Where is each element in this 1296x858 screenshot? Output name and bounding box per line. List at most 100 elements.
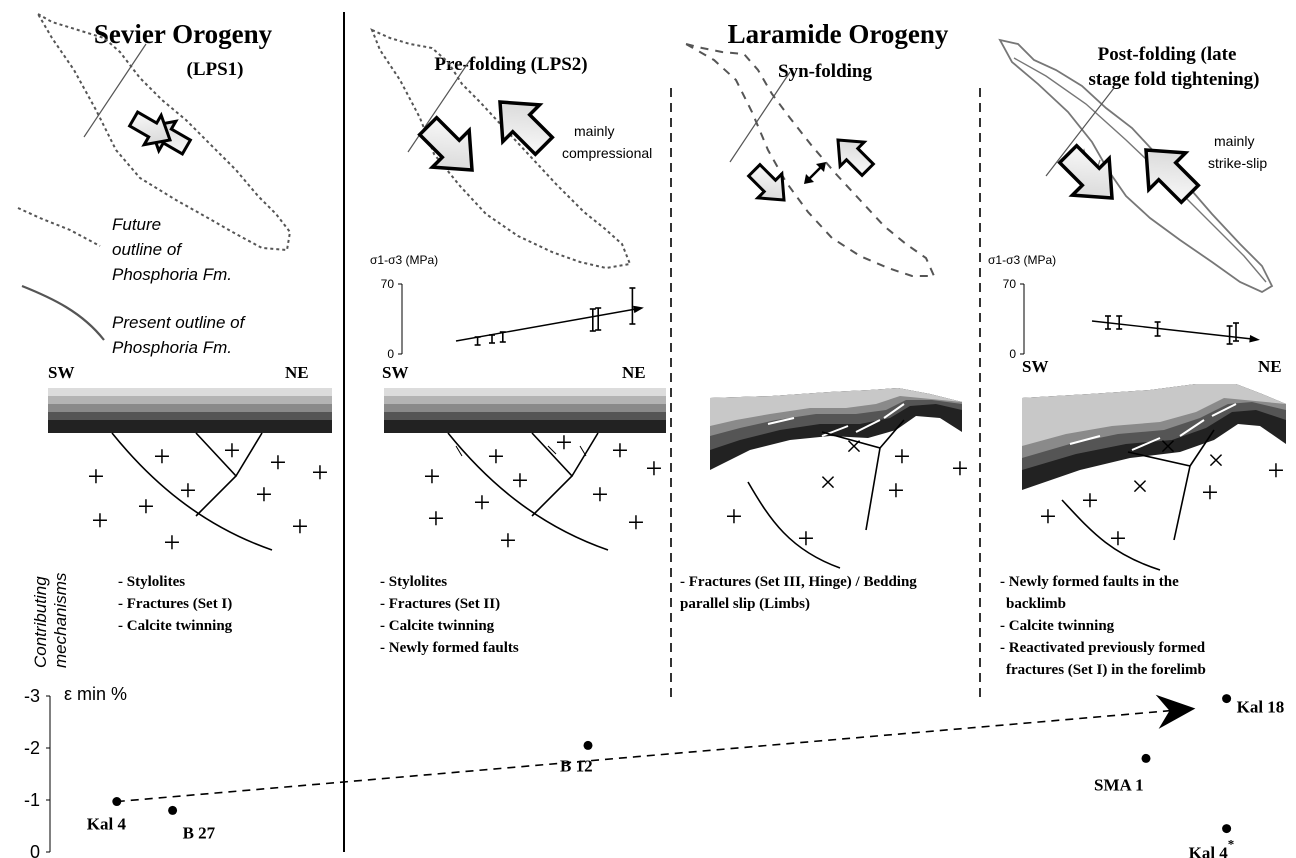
svg-text:+: +	[500, 524, 517, 557]
stress-note: strike-slip	[1208, 155, 1267, 171]
svg-text:+: +	[88, 460, 105, 493]
mechanism-item: - Calcite twinning	[118, 618, 233, 634]
post-map	[998, 38, 1274, 294]
svg-text:+: +	[164, 526, 181, 559]
svg-text:+: +	[488, 440, 505, 473]
minimum-strain-chart: ε min % 0 -1 -2 -3 Kal 4 B 27 B 12 SMA 1 Kal 18 K…	[24, 684, 1284, 858]
svg-text:+: +	[180, 474, 197, 507]
y-tick-label: 0	[387, 347, 394, 361]
extension-arrow-icon	[807, 165, 823, 181]
svg-text:+: +	[1110, 522, 1127, 555]
y-tick-label: 0	[1009, 347, 1016, 361]
stage-label-post-line2: stage fold tightening)	[1089, 69, 1260, 90]
present-outline-label: Present outline of	[112, 313, 247, 332]
syn-fold-section	[710, 388, 962, 569]
trend-arrowhead	[1249, 334, 1260, 343]
compression-arrow-icon	[1125, 129, 1210, 214]
svg-text:+: +	[138, 490, 155, 523]
sample-label: Kal 4	[87, 815, 127, 834]
svg-text:×: ×	[1132, 470, 1149, 503]
y-tick-label: 70	[1003, 277, 1017, 291]
fault-line	[879, 419, 905, 449]
direction-ne: NE	[622, 363, 646, 382]
svg-text:+: +	[628, 506, 645, 539]
mechanism-item: - Fractures (Set I)	[118, 596, 232, 612]
mechanism-item: fractures (Set I) in the forelimb	[1006, 662, 1206, 678]
svg-text:+: +	[256, 478, 273, 511]
svg-text:+: +	[424, 460, 441, 493]
stage-label-lps1: (LPS1)	[187, 59, 244, 80]
svg-text:+: +	[154, 440, 171, 473]
svg-text:+: +	[92, 504, 109, 537]
svg-text:+: +	[1202, 476, 1219, 509]
strain-point	[583, 740, 593, 750]
lps2-map	[370, 28, 632, 270]
trend-line	[1091, 320, 1253, 340]
y-tick-label: -1	[24, 790, 40, 810]
direction-ne: NE	[1258, 357, 1282, 376]
svg-text:+: +	[726, 500, 743, 533]
mechanism-item: parallel slip (Limbs)	[680, 596, 810, 612]
basement-crosses: × +× + +++	[726, 430, 969, 555]
stress-note: mainly	[1214, 133, 1254, 149]
y-axis-label: ε min %	[64, 684, 127, 704]
stage-label-syn: Syn-folding	[778, 61, 872, 82]
y-tick-label: -2	[24, 738, 40, 758]
bedding-slip-marks	[767, 403, 905, 437]
direction-sw: SW	[382, 363, 408, 382]
future-outline-lower	[17, 207, 101, 247]
strain-point	[1141, 753, 1151, 763]
sample-label: SMA 1	[1094, 775, 1144, 794]
present-outline-label: Phosphoria Fm.	[112, 338, 232, 357]
svg-text:+: +	[270, 446, 287, 479]
y-axis-label: σ1-σ3 (MPa)	[988, 253, 1056, 267]
differential-stress-chart-lps2: σ1-σ3 (MPa) 0 70	[370, 253, 644, 361]
bedding-slip-marks	[1069, 403, 1237, 451]
mechanism-item: - Calcite twinning	[380, 618, 495, 634]
svg-text:+: +	[1040, 500, 1057, 533]
y-tick-label: 70	[381, 277, 395, 291]
svg-text:+: +	[224, 434, 241, 467]
svg-text:+: +	[1268, 454, 1285, 487]
differential-stress-chart-post: σ1-σ3 (MPa) 0 70	[988, 253, 1260, 361]
stage-label-post-line1: Post-folding (late	[1098, 44, 1237, 65]
compression-arrow-icon	[408, 106, 493, 191]
strain-point	[168, 805, 178, 815]
y-tick-label: -3	[24, 686, 40, 706]
strain-point	[1222, 694, 1232, 704]
svg-text:+: +	[474, 486, 491, 519]
svg-text:+: +	[312, 456, 329, 489]
section-line	[1045, 87, 1115, 177]
lps2-cross-section	[384, 388, 666, 551]
stress-note: mainly	[574, 123, 614, 139]
svg-text:+: +	[894, 440, 911, 473]
svg-text:+: +	[646, 452, 663, 485]
mechanism-item: - Stylolites	[380, 574, 447, 590]
sample-label: Kal 4*	[1189, 837, 1235, 858]
mechanism-item: - Calcite twinning	[1000, 618, 1115, 634]
sample-label: B 12	[560, 756, 593, 775]
svg-text:+: +	[512, 464, 529, 497]
y-axis-label: σ1-σ3 (MPa)	[370, 253, 438, 267]
basement-crosses: × × +× ++++	[1040, 430, 1285, 555]
future-outline	[685, 43, 936, 277]
basement-crosses: ++++ +++ ++++	[424, 426, 663, 557]
extension-arrow-head	[804, 162, 826, 184]
svg-text:×: ×	[846, 430, 863, 463]
syn-map	[685, 43, 936, 277]
basement-crosses: ++++ +++ ++++	[88, 434, 329, 559]
fault-line	[1061, 499, 1161, 571]
y-tick-label: 0	[30, 842, 40, 858]
future-outline-label: Future	[112, 215, 161, 234]
compression-arrow-icon	[479, 81, 564, 166]
mechanism-item: - Fractures (Set II)	[380, 596, 500, 612]
section-line	[83, 43, 147, 138]
fault-line	[111, 432, 273, 551]
svg-text:+: +	[292, 510, 309, 543]
sample-label: Kal 18	[1237, 698, 1285, 717]
compression-arrow-icon	[740, 156, 798, 214]
post-fold-section	[1022, 384, 1286, 571]
svg-text:+: +	[612, 434, 629, 467]
svg-text:×: ×	[1208, 444, 1225, 477]
